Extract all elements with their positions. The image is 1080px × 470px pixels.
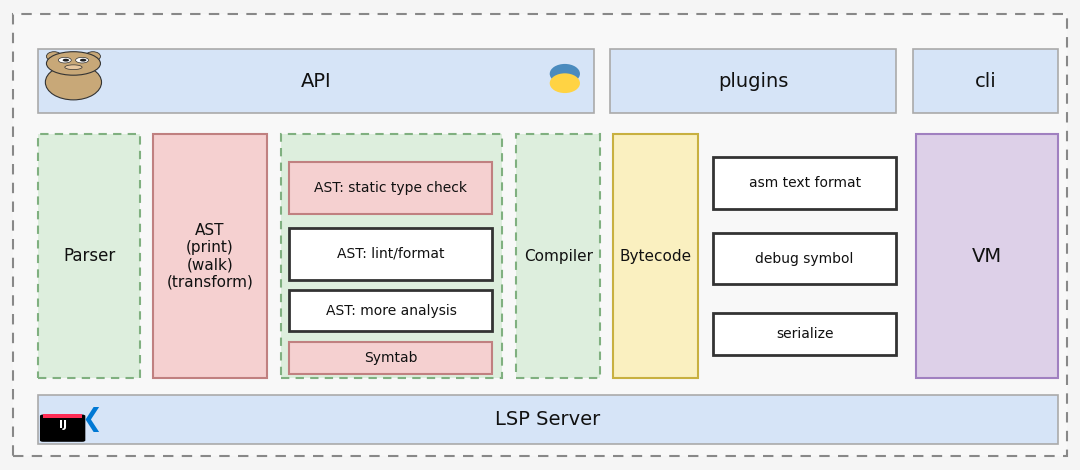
FancyBboxPatch shape [281,134,502,378]
FancyBboxPatch shape [289,162,492,214]
Ellipse shape [85,52,100,61]
FancyBboxPatch shape [610,49,896,113]
FancyBboxPatch shape [38,49,594,113]
Text: Symtab: Symtab [364,351,418,365]
Text: AST
(print)
(walk)
(transform): AST (print) (walk) (transform) [166,223,254,290]
Circle shape [63,59,69,62]
Text: VM: VM [972,247,1002,266]
Text: Bytecode: Bytecode [620,249,691,264]
FancyBboxPatch shape [613,134,698,378]
Ellipse shape [45,64,102,100]
Text: AST: static type check: AST: static type check [314,181,468,195]
Text: Compiler: Compiler [524,249,593,264]
FancyBboxPatch shape [43,414,82,418]
Text: plugins: plugins [718,71,788,91]
Circle shape [46,52,100,75]
Text: debug symbol: debug symbol [755,251,854,266]
Ellipse shape [550,64,580,84]
Text: cli: cli [974,71,997,91]
Circle shape [58,57,71,63]
Text: ❮: ❮ [81,407,103,432]
Text: AST: lint/format: AST: lint/format [337,247,445,261]
FancyBboxPatch shape [153,134,267,378]
FancyBboxPatch shape [713,157,896,209]
Ellipse shape [550,73,580,93]
Text: LSP Server: LSP Server [496,410,600,429]
FancyBboxPatch shape [713,313,896,355]
Text: serialize: serialize [775,327,834,341]
Text: AST: more analysis: AST: more analysis [325,304,457,318]
Text: API: API [300,71,332,91]
FancyBboxPatch shape [713,233,896,284]
FancyBboxPatch shape [38,395,1058,444]
FancyBboxPatch shape [289,228,492,280]
FancyBboxPatch shape [913,49,1058,113]
FancyBboxPatch shape [13,14,1067,456]
FancyBboxPatch shape [916,134,1058,378]
FancyBboxPatch shape [516,134,600,378]
Text: Parser: Parser [63,247,116,265]
Text: asm text format: asm text format [748,176,861,190]
Ellipse shape [65,65,82,70]
FancyBboxPatch shape [289,342,492,374]
Circle shape [80,59,86,62]
FancyBboxPatch shape [38,134,140,378]
FancyBboxPatch shape [289,290,492,331]
Circle shape [76,57,89,63]
Ellipse shape [46,52,62,61]
FancyBboxPatch shape [40,415,85,442]
Text: IJ: IJ [58,420,67,430]
